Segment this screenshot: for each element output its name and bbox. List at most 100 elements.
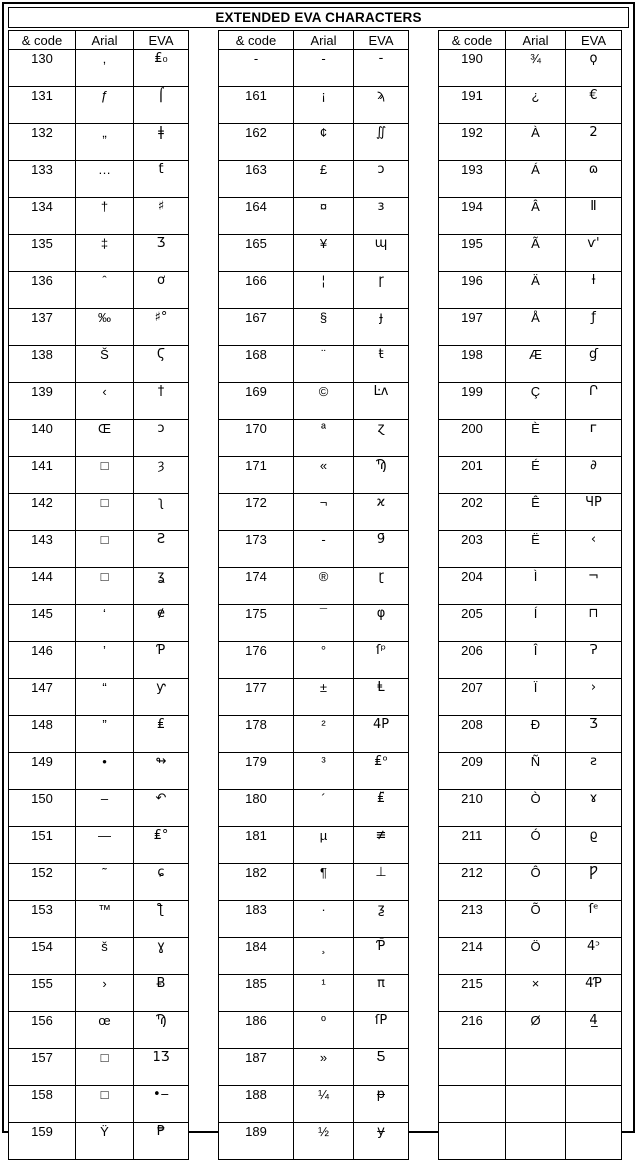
table-row <box>438 1085 622 1123</box>
arial-cell: ¦ <box>293 271 354 309</box>
header-row: & code Arial EVA <box>218 30 409 50</box>
code-cell: 149 <box>8 752 76 790</box>
eva-cell: Ƽ <box>353 1048 409 1086</box>
eva-cell: Ϛ <box>133 345 189 383</box>
arial-cell: ¸ <box>293 937 354 975</box>
arial-cell: × <box>505 974 566 1012</box>
code-cell: 165 <box>218 234 294 272</box>
eva-cell: 4P <box>353 715 409 753</box>
char-table-130-159: & code Arial EVA 130 ‚ ₤₀ 131 ƒ ⌠ 132 „ ǂ 133… ƭ 134 † ♯… <box>8 30 189 1160</box>
eva-cell: ɽ <box>353 567 409 605</box>
eva-cell: ǂ <box>133 123 189 161</box>
code-cell: 189 <box>218 1122 294 1160</box>
code-cell: 143 <box>8 530 76 568</box>
arial-cell: ³ <box>293 752 354 790</box>
arial-cell: ‰ <box>75 308 134 346</box>
eva-cell: ∂ <box>565 456 622 494</box>
arial-cell: ™ <box>75 900 134 938</box>
arial-cell: ® <box>293 567 354 605</box>
table-row: 135 ‡ Ʒ <box>8 234 189 272</box>
code-cell: 211 <box>438 826 506 864</box>
eva-cell: ɣ <box>133 937 189 975</box>
arial-cell: ² <box>293 715 354 753</box>
eva-cell: ѵ' <box>565 234 622 272</box>
arial-cell: È <box>505 419 566 457</box>
eva-cell: 4̲ <box>565 1011 622 1049</box>
arial-cell: ¨ <box>293 345 354 383</box>
eva-cell: Ɂ <box>565 641 622 679</box>
code-cell: 216 <box>438 1011 506 1049</box>
code-cell: 202 <box>438 493 506 531</box>
code-cell: 147 <box>8 678 76 716</box>
arial-cell: ´ <box>293 789 354 827</box>
eva-cell: Ϡ <box>353 456 409 494</box>
eva-cell: ϱ <box>565 826 622 864</box>
code-cell: 161 <box>218 86 294 124</box>
arial-cell: Å <box>505 308 566 346</box>
code-cell: 166 <box>218 271 294 309</box>
arial-cell: Æ <box>505 345 566 383</box>
column-header-eva: EVA <box>353 30 409 50</box>
arial-cell: Ã <box>505 234 566 272</box>
table-row: 170 ª ɀ <box>218 419 409 457</box>
code-cell: 167 <box>218 308 294 346</box>
table-row: 146’ Ƥ <box>8 641 189 679</box>
arial-cell: ’ <box>75 641 134 679</box>
table-row: 152 ˜ ɕ <box>8 863 189 901</box>
eva-cell: ơ <box>133 271 189 309</box>
code-cell: 173 <box>218 530 294 568</box>
arial-cell: • <box>75 752 134 790</box>
eva-cell: ⊥ <box>353 863 409 901</box>
table-row: 155 › Ƀ <box>8 974 189 1012</box>
eva-cell: 4ᵓ <box>565 937 622 975</box>
table-row: 204 Ì ¬ <box>438 567 622 605</box>
eva-cell: 4Ƥ <box>565 974 622 1012</box>
arial-cell: À <box>505 123 566 161</box>
eva-cell: ≢ <box>353 826 409 864</box>
arial-cell: „ <box>75 123 134 161</box>
page-title: EXTENDED EVA CHARACTERS <box>8 7 629 28</box>
arial-cell: Ó <box>505 826 566 864</box>
table-row: 147 “ƴ <box>8 678 189 716</box>
table-row: 207 Ï › <box>438 678 622 716</box>
code-cell: 144 <box>8 567 76 605</box>
code-cell: 148 <box>8 715 76 753</box>
arial-cell: – <box>75 789 134 827</box>
eva-cell: › <box>565 678 622 716</box>
eva-cell: Ŀʌ <box>353 382 409 420</box>
column-header-code: & code <box>438 30 506 50</box>
eva-cell: ɀ <box>353 419 409 457</box>
code-cell: 137 <box>8 308 76 346</box>
table-row: 168 ¨ ŧ <box>218 345 409 383</box>
table-row: 165 ¥ ɰ <box>218 234 409 272</box>
code-cell: 181 <box>218 826 294 864</box>
eva-cell: Ր <box>565 382 622 420</box>
eva-cell: ₱ <box>133 1122 189 1160</box>
code-cell: 140 <box>8 419 76 457</box>
eva-cell: ɟ <box>353 308 409 346</box>
arial-cell: Î <box>505 641 566 679</box>
arial-cell: ‹ <box>75 382 134 420</box>
code-cell: 194 <box>438 197 506 235</box>
eva-cell: 1Ʒ <box>133 1048 189 1086</box>
eva-cell: ɕ <box>133 863 189 901</box>
eva-cell: ɠ <box>565 345 622 383</box>
column-header-eva: EVA <box>133 30 189 50</box>
arial-cell: □ <box>75 530 134 568</box>
tables-container: & code Arial EVA 130 ‚ ₤₀ 131 ƒ ⌠ 132 „ ǂ 133… ƭ 134 † ♯… <box>8 30 629 1160</box>
eva-cell: ɔ <box>353 160 409 198</box>
arial-cell: Ñ <box>505 752 566 790</box>
arial-cell: Õ <box>505 900 566 938</box>
code-cell: 174 <box>218 567 294 605</box>
table-row: 130 ‚ ₤₀ <box>8 49 189 87</box>
code-cell <box>438 1048 506 1086</box>
arial-cell: ¿ <box>505 86 566 124</box>
table-row: 173-9̄ <box>218 530 409 568</box>
code-cell: 171 <box>218 456 294 494</box>
code-cell: 196 <box>438 271 506 309</box>
